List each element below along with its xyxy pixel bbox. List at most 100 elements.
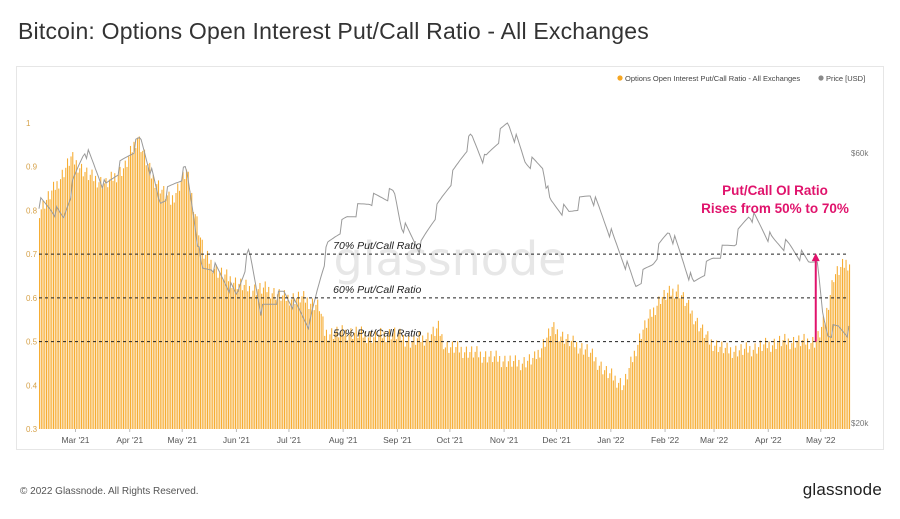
ratio-bar	[394, 327, 396, 429]
ratio-bar	[639, 333, 641, 429]
ratio-bar	[177, 183, 179, 429]
ratio-bar	[710, 339, 712, 429]
ratio-bar	[224, 274, 226, 429]
ratio-bar	[415, 344, 417, 429]
ratio-bar	[58, 188, 60, 429]
ratio-bar	[206, 250, 209, 429]
ratio-bar	[507, 361, 509, 429]
ratio-bar	[462, 357, 464, 429]
ratio-bar	[518, 359, 520, 429]
ratio-bar	[278, 289, 280, 429]
annotation-text-line1: Put/Call OI Ratio	[722, 183, 828, 198]
ratio-bar	[240, 278, 242, 429]
ratio-bar	[824, 322, 826, 429]
ratio-bar	[541, 348, 543, 429]
page-title: Bitcoin: Options Open Interest Put/Call …	[18, 18, 649, 44]
ratio-bar	[227, 281, 230, 429]
ratio-bar	[40, 209, 42, 429]
ratio-bar	[773, 338, 775, 429]
x-tick-label: Apr '21	[116, 435, 143, 445]
ratio-bar	[292, 293, 294, 429]
ratio-bar	[383, 331, 385, 429]
ratio-bar	[521, 363, 523, 429]
ratio-bar	[731, 357, 733, 429]
ratio-bar	[178, 190, 181, 429]
y-right-tick-label: $20k	[851, 419, 869, 428]
ratio-bar	[289, 305, 291, 429]
x-tick-label: Dec '21	[542, 435, 571, 445]
x-tick-label: Oct '21	[437, 435, 464, 445]
ratio-bar	[453, 352, 455, 429]
ratio-bar	[322, 316, 324, 429]
ratio-bar	[296, 297, 298, 429]
ratio-bar	[110, 171, 112, 429]
ratio-bar	[744, 348, 746, 429]
ratio-bar	[205, 254, 207, 429]
ratio-bar	[754, 343, 756, 429]
ratio-bar	[598, 365, 600, 429]
ratio-bar	[611, 368, 613, 429]
ratio-bar	[780, 346, 782, 429]
ratio-bar	[490, 350, 492, 429]
ratio-bar	[616, 387, 618, 429]
y-left-tick-label: 1	[26, 119, 31, 128]
ratio-bar	[406, 341, 408, 429]
ratio-bar	[766, 348, 768, 429]
ratio-bar	[131, 152, 133, 429]
ratio-bar	[555, 334, 557, 429]
ratio-bar	[572, 335, 574, 429]
ratio-bar	[835, 274, 837, 429]
ratio-bar	[726, 342, 728, 429]
ratio-bar	[497, 361, 499, 429]
ratio-bar	[549, 336, 551, 429]
ratio-bar	[597, 369, 599, 429]
ratio-bar	[593, 361, 595, 429]
ratio-bar	[738, 350, 740, 429]
ratio-bar	[810, 343, 812, 429]
ratio-bar	[192, 211, 195, 429]
ratio-bar	[647, 318, 649, 429]
ratio-bar	[644, 320, 646, 429]
ratio-bar	[758, 347, 760, 429]
ratio-bar	[287, 294, 289, 429]
ratio-bar	[199, 237, 202, 429]
ratio-bar	[570, 340, 572, 429]
ratio-bar	[231, 288, 233, 429]
copyright-text: © 2022 Glassnode. All Rights Reserved.	[20, 486, 199, 497]
ratio-bar	[355, 326, 357, 429]
ratio-bar	[388, 329, 390, 429]
ratio-bar	[791, 343, 793, 429]
ratio-bar	[677, 284, 679, 429]
ratio-bar	[96, 187, 98, 429]
ratio-bar	[387, 335, 389, 429]
ratio-bar	[728, 353, 730, 429]
ratio-bar	[87, 180, 90, 429]
ratio-bar	[836, 266, 838, 429]
ratio-bars	[39, 136, 851, 430]
ratio-bar	[579, 348, 581, 429]
ratio-bar	[212, 272, 214, 429]
y-left-tick-label: 0.6	[26, 294, 38, 303]
ratio-bar	[413, 334, 415, 429]
ratio-bar	[437, 320, 439, 429]
ratio-bar	[154, 187, 156, 429]
ratio-bar	[152, 174, 154, 429]
ratio-bar	[135, 148, 137, 429]
ratio-bar	[215, 264, 217, 429]
ratio-bar	[563, 343, 565, 429]
ratio-bar	[404, 346, 406, 429]
ratio-bar	[485, 351, 487, 429]
x-tick-label: Jan '22	[597, 435, 624, 445]
ratio-bar	[660, 303, 662, 429]
ratio-bar	[700, 327, 702, 429]
ratio-bar	[444, 347, 446, 429]
ratio-bar	[525, 367, 527, 429]
ratio-bar	[422, 335, 424, 429]
ratio-bar	[334, 332, 336, 429]
ratio-bar	[275, 299, 277, 429]
ratio-bar	[220, 267, 223, 429]
legend: Options Open Interest Put/Call Ratio - A…	[617, 74, 865, 83]
ratio-bar	[164, 199, 167, 429]
ratio-bar	[77, 172, 79, 429]
ratio-bar	[633, 350, 635, 429]
